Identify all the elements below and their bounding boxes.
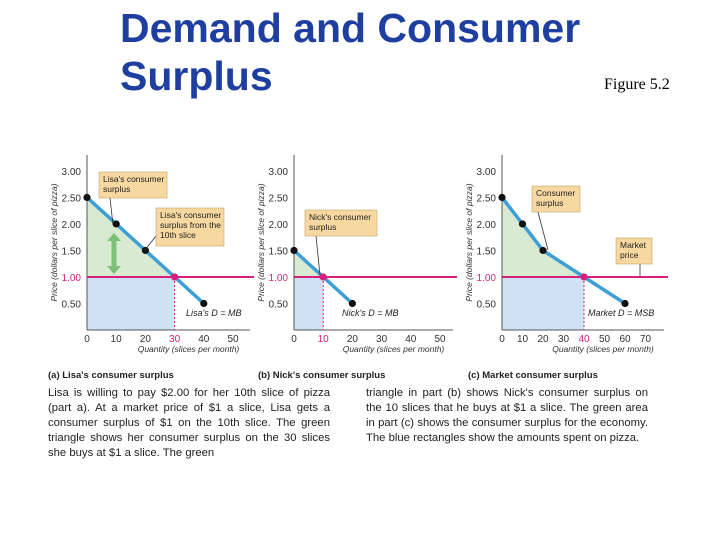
caption-right: triangle in part (b) shows Nick's consum… [366,387,648,444]
callout-text: Lisa's consumer [103,174,164,184]
expenditure-area [294,276,324,330]
callout-text: Market [620,240,647,250]
callout-box [615,237,653,265]
title-line-1: Demand and Consumer [120,5,581,51]
x-tick-label: 40 [578,334,590,345]
chart-panel-1: 0.50 1.00 1.50 2.00 2.50 3.00 0 10 20 30 40 50 Price… [48,155,254,381]
figure-5-2-charts: 0.50 1.00 1.50 2.00 2.50 3.00 0 10 20 30 40 50 Price… [48,155,668,381]
x-tick-label: 0 [291,334,297,345]
callout-leader-line [144,235,157,251]
callout-leader-line [315,235,321,276]
y-tick-label: 2.00 [269,220,289,231]
y-axis-title: Price (dollars per slice of pizza) [49,183,59,301]
x-axis-title: Quantity (slices per month) [552,344,654,354]
callout-box [531,185,581,213]
callout-text: Nick's consumer [309,212,371,222]
x-tick-label: 0 [499,334,505,345]
y-tick-label: 1.50 [477,246,497,257]
y-tick-label: 1.50 [62,246,82,257]
panel-heading: (b) Nick's consumer surplus [258,370,385,381]
callout-text: surplus [103,184,130,194]
x-axis-title: Quantity (slices per month) [343,344,445,354]
callout-text: surplus [536,198,563,208]
title-line-2: Surplus [120,53,273,99]
chart-panel-3: 0.50 1.00 1.50 2.00 2.50 3.00 0 10 20 30 40 50 60 70 P… [464,155,668,381]
callout-box [304,209,378,237]
callout-leader-line [537,211,549,251]
callout-text: Consumer [536,188,575,198]
x-tick-label: 70 [640,334,652,345]
callout-box [98,171,168,199]
demand-curve-label: Nick's D = MB [342,308,398,318]
demand-point [518,220,527,228]
x-axis-title: Quantity (slices per month) [138,344,240,354]
y-tick-label: 2.50 [477,193,497,204]
x-tick-label: 40 [198,334,210,345]
demand-point [83,193,91,202]
x-tick-label: 50 [599,334,611,345]
x-tick-label: 20 [347,334,359,345]
demand-point [621,299,629,308]
demand-point [539,246,547,255]
figure-reference: Figure 5.2 [604,76,670,93]
panel-heading: (a) Lisa's consumer surplus [48,370,174,381]
y-tick-label: 2.00 [477,220,497,231]
y-tick-label: 1.00 [477,273,497,284]
demand-point [112,220,120,228]
y-axis-title: Price (dollars per slice of pizza) [256,183,266,301]
demand-point [200,299,208,308]
callout-text: surplus from the [160,220,221,230]
y-tick-label: 1.00 [62,273,82,284]
x-tick-label: 60 [619,334,631,345]
x-tick-label: 50 [434,334,446,345]
x-tick-label: 30 [169,334,181,345]
x-tick-label: 10 [111,334,123,345]
expenditure-area [87,276,175,330]
callout-text: 10th slice [160,230,196,240]
chart-panel-2: 0.50 1.00 1.50 2.00 2.50 3.00 0 10 20 30 40 50 Price… [256,155,457,381]
consumer-surplus-area [502,197,584,277]
surplus-arrow-head-bottom [107,266,121,274]
demand-point [290,246,298,255]
x-tick-label: 20 [140,334,152,345]
x-tick-label: 20 [537,334,549,345]
y-axis-title: Price (dollars per slice of pizza) [464,183,474,301]
callout-box [155,207,225,247]
y-tick-label: 2.50 [62,193,82,204]
equilibrium-point [580,273,588,281]
surplus-arrow-head-top [107,233,121,241]
x-tick-label: 10 [318,334,330,345]
y-tick-label: 3.00 [477,167,497,178]
panel-heading: (c) Market consumer surplus [468,370,598,381]
y-tick-label: 1.50 [269,246,289,257]
x-tick-label: 10 [517,334,529,345]
callout-text: Lisa's consumer [160,210,221,220]
y-tick-label: 0.50 [269,299,289,310]
x-tick-label: 30 [558,334,570,345]
x-tick-label: 50 [227,334,239,345]
x-tick-label: 30 [376,334,388,345]
demand-point [498,193,506,202]
caption-left: Lisa is willing to pay $2.00 for her 10t… [48,387,330,459]
demand-curve-label: Lisa's D = MB [186,308,242,318]
expenditure-area [502,276,584,330]
y-tick-label: 0.50 [62,299,82,310]
equilibrium-point [171,273,179,281]
y-tick-label: 1.00 [269,273,289,284]
callout-text: surplus [309,222,336,232]
y-tick-label: 3.00 [269,167,289,178]
demand-point [141,246,149,255]
slide-title: Demand and Consumer Surplus [120,4,580,100]
y-tick-label: 0.50 [477,299,497,310]
demand-curve-label: Market D = MSB [588,308,654,318]
demand-point [348,299,356,308]
equilibrium-point [319,273,327,281]
y-tick-label: 2.00 [62,220,82,231]
y-tick-label: 3.00 [62,167,82,178]
callout-text: price [620,250,639,260]
x-tick-label: 0 [84,334,90,345]
callout-leader-line [109,197,114,226]
x-tick-label: 40 [405,334,417,345]
y-tick-label: 2.50 [269,193,289,204]
